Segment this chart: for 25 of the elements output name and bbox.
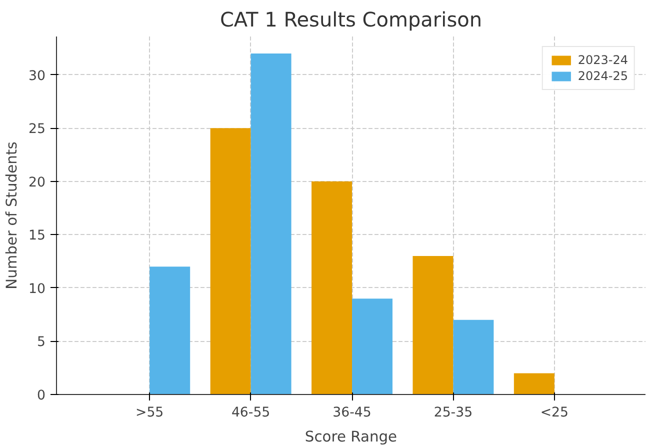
legend-label: 2024-25 — [578, 69, 628, 83]
y-tick-label: 15 — [28, 228, 46, 244]
bar — [210, 128, 251, 394]
legend-label: 2023-24 — [578, 53, 628, 67]
y-tick-label: 5 — [37, 335, 46, 350]
y-tick-label: 10 — [28, 282, 46, 297]
bar — [514, 373, 554, 394]
x-tick-label: >55 — [136, 406, 164, 420]
bar — [312, 181, 352, 394]
x-tick-label: 25-35 — [434, 406, 473, 420]
chart-title: CAT 1 Results Comparison — [220, 8, 482, 32]
bar — [412, 256, 454, 394]
y-tick-label: 25 — [28, 122, 46, 138]
bar — [453, 320, 494, 394]
bar — [150, 266, 190, 394]
x-axis-title: Score Range — [304, 428, 398, 446]
bar — [250, 54, 292, 394]
y-tick-label: 20 — [28, 175, 46, 190]
bar — [352, 298, 392, 394]
y-tick-label: 0 — [37, 388, 46, 404]
x-tick-label: <25 — [540, 406, 568, 420]
y-tick-label: 30 — [28, 68, 46, 84]
x-tick-label: 46-55 — [231, 406, 270, 420]
x-tick-label: 36-45 — [332, 406, 372, 420]
y-axis-title: Number of Students — [4, 142, 21, 290]
